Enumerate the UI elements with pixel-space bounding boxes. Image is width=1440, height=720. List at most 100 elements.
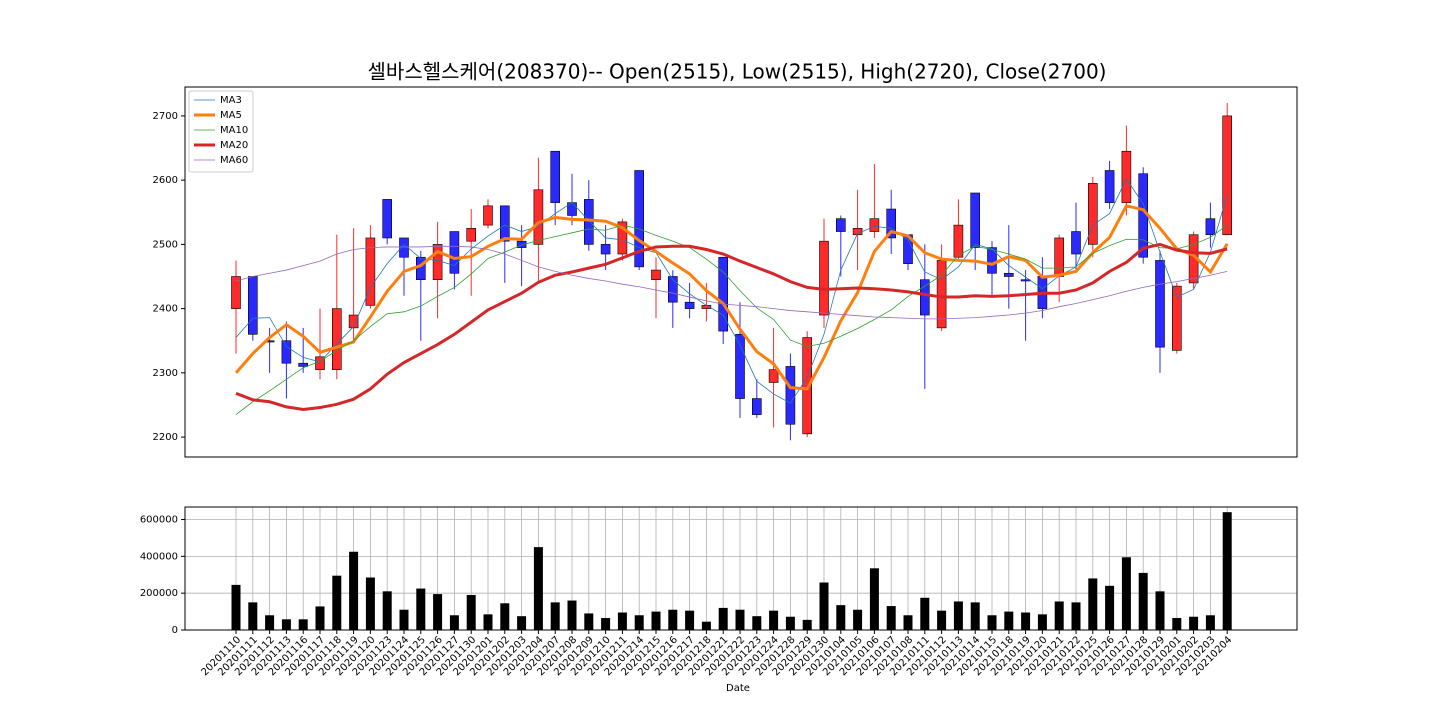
volume-bar	[1105, 585, 1115, 630]
candle-body	[751, 398, 762, 415]
y-tick-label: 400000	[140, 551, 178, 562]
candle-body	[483, 205, 493, 226]
volume-bar	[1088, 578, 1098, 630]
candle-body	[919, 279, 930, 316]
candle-body	[281, 340, 292, 364]
candle-body	[1138, 173, 1148, 258]
y-tick-label: 2200	[153, 432, 178, 443]
axes-frame	[184, 506, 1298, 631]
volume-bar	[651, 611, 661, 630]
volume-bar	[281, 619, 291, 630]
candle-body	[617, 221, 628, 255]
volume-bar	[1004, 611, 1014, 630]
ma-line	[235, 242, 1228, 411]
y-tick-label: 0	[172, 625, 178, 636]
volume-bar	[533, 547, 543, 630]
y-tick-label: 2500	[153, 239, 178, 250]
candle-body	[466, 228, 477, 242]
volume-bar	[953, 601, 963, 630]
volume-bar	[382, 591, 392, 630]
volume-bar	[483, 614, 493, 630]
volume-bar	[416, 588, 426, 630]
volume-bar	[735, 609, 745, 630]
candle-body	[953, 224, 964, 258]
y-tick-label: 600000	[140, 515, 178, 526]
candle-body	[651, 269, 661, 281]
candle-body	[550, 150, 561, 203]
volume-bar	[550, 602, 560, 630]
candle-body	[298, 362, 309, 367]
ma-line	[235, 224, 1228, 415]
candle-body	[499, 205, 510, 242]
candle-body	[718, 256, 729, 332]
volume-bar	[1189, 616, 1199, 630]
volume-bar	[617, 612, 627, 630]
candle-body	[1121, 150, 1132, 203]
legend-label: MA5	[220, 110, 242, 121]
volume-bar	[634, 615, 644, 630]
volume-bar	[836, 605, 846, 630]
candle-body	[231, 276, 241, 309]
candle-body	[735, 334, 745, 399]
candle-body	[1088, 183, 1098, 245]
candle-body	[1205, 218, 1216, 236]
candle-body	[1222, 115, 1232, 236]
candle-body	[1003, 272, 1014, 277]
volume-bar	[1205, 615, 1215, 630]
candle-body	[1020, 279, 1031, 282]
candle-body	[667, 276, 678, 303]
chart-title: 셀바스헬스케어(208370)-- Open(2515), Low(2515),…	[368, 60, 1107, 84]
candle-body	[1071, 231, 1081, 255]
volume-bar	[987, 615, 997, 630]
candle-body	[516, 240, 527, 248]
volume-bar	[785, 616, 795, 630]
volume-bar	[970, 602, 980, 630]
y-tick-label: 200000	[140, 588, 178, 599]
volume-bar	[298, 619, 308, 630]
candle-body	[1172, 285, 1182, 351]
volume-bar	[701, 621, 711, 630]
volume-bar	[567, 600, 577, 630]
candle-body	[768, 369, 779, 383]
volume-bar	[315, 606, 325, 630]
volume-bar	[802, 619, 812, 630]
ma-line	[235, 245, 1228, 320]
volume-bar	[769, 610, 779, 630]
volume-bar	[819, 582, 829, 630]
candle-body	[634, 170, 645, 268]
candle-body	[365, 237, 376, 306]
candle-body	[785, 366, 796, 425]
volume-bar	[685, 610, 695, 630]
candle-body	[1054, 237, 1064, 277]
volume-bar	[920, 597, 930, 630]
y-tick-label: 2700	[153, 111, 178, 122]
legend-box	[188, 90, 254, 173]
candle-body	[449, 231, 460, 274]
volume-bar	[399, 609, 409, 630]
y-tick-label: 2300	[153, 368, 178, 379]
volume-bar	[903, 615, 913, 630]
y-tick-label: 2400	[153, 304, 178, 315]
legend-label: MA3	[220, 95, 242, 106]
candle-body	[382, 199, 393, 239]
candle-body	[600, 244, 611, 255]
volume-bar	[937, 610, 947, 630]
volume-bar	[1071, 602, 1081, 630]
volume-bar	[886, 606, 896, 630]
volume-bar	[584, 613, 594, 630]
legend-label: MA10	[220, 125, 248, 136]
candle-body	[684, 301, 695, 309]
volume-bar	[365, 577, 375, 630]
x-axis-label: Date	[726, 683, 750, 694]
volume-bar	[332, 575, 342, 630]
volume-bar	[349, 551, 359, 630]
candle-body	[869, 218, 880, 232]
candle-body	[886, 208, 897, 239]
axes-frame	[184, 86, 1298, 458]
y-tick-label: 2600	[153, 175, 178, 186]
volume-bar	[1037, 614, 1047, 630]
volume-bar	[517, 616, 527, 630]
legend-label: MA20	[220, 140, 248, 151]
ma-line	[234, 204, 1229, 391]
plot-area	[185, 87, 1297, 457]
